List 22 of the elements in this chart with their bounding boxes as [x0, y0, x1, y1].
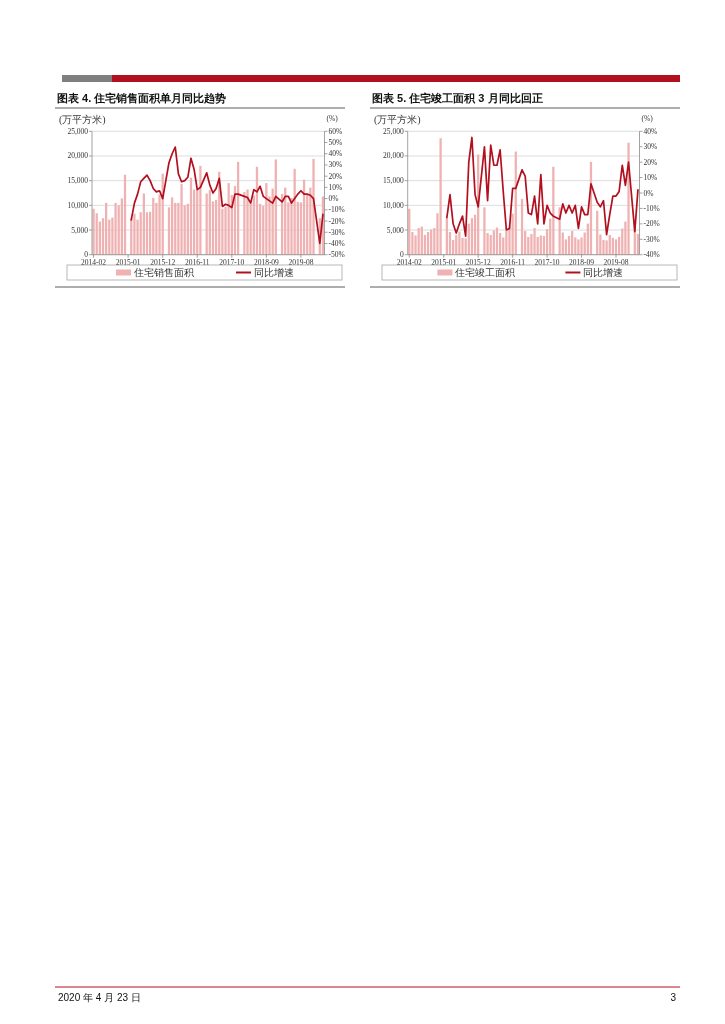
chart-title: 图表 4. 住宅销售面积单月同比趋势: [57, 92, 227, 104]
legend-label: 同比增速: [583, 267, 624, 278]
bar: [133, 213, 136, 255]
line-series: [130, 146, 324, 245]
line-series: [446, 136, 639, 238]
legend-label: 住宅竣工面积: [455, 267, 516, 278]
bar: [483, 207, 486, 255]
text: 3: [670, 992, 677, 1003]
y-axis-title: (万平方米): [59, 114, 106, 126]
bar: [533, 228, 536, 255]
bar: [312, 158, 315, 255]
y-axis-title: (万平方米): [374, 114, 421, 126]
chart-title: 图表 5. 住宅竣工面积 3 月同比回正: [372, 92, 543, 104]
bar: [265, 183, 268, 255]
bar: [439, 138, 442, 255]
bar: [199, 165, 202, 255]
bar: [246, 189, 249, 255]
text: 2020 年 4 月 23 日: [58, 992, 141, 1003]
bar: [243, 192, 246, 255]
legend-label: 住宅销售面积: [134, 267, 194, 278]
bar: [180, 184, 183, 255]
legend-label: 同比增速: [254, 267, 294, 278]
